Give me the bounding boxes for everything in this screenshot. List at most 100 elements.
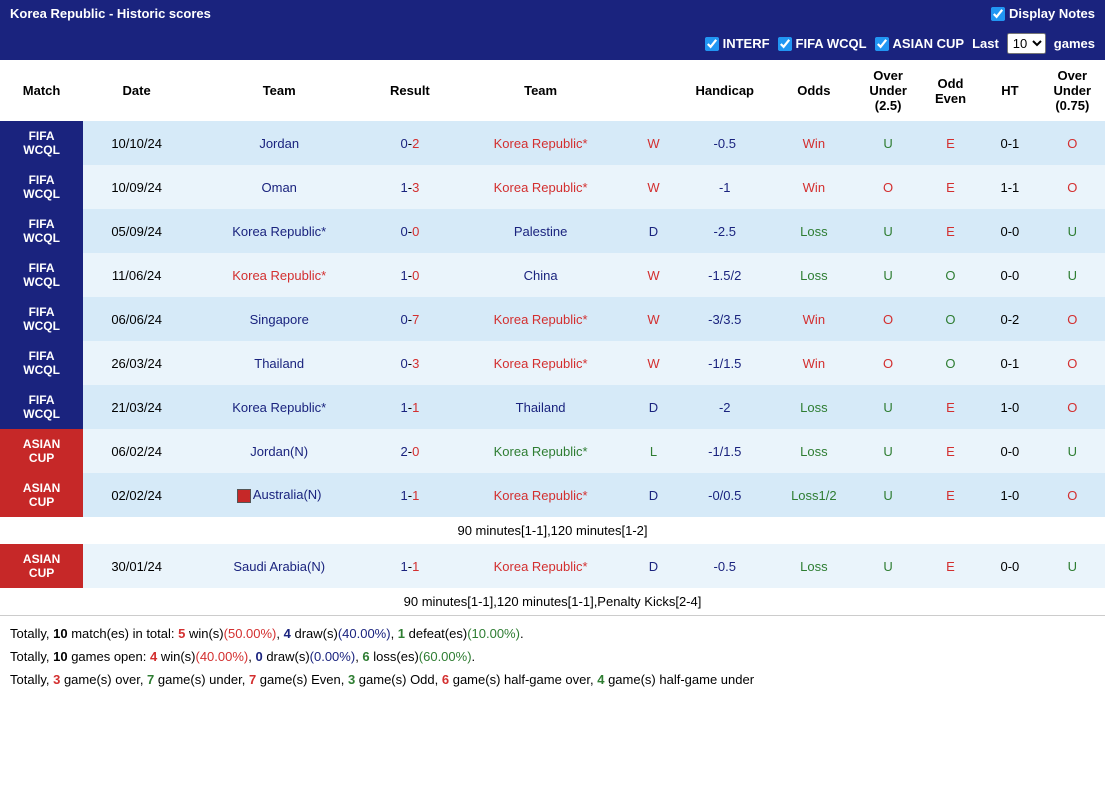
- handicap-cell: -3/3.5: [677, 297, 772, 341]
- match-type-cell: FIFAWCQL: [0, 341, 83, 385]
- note-cell: 90 minutes[1-1],120 minutes[1-1],Penalty…: [0, 588, 1105, 615]
- interf-checkbox[interactable]: [705, 37, 719, 51]
- team2-cell[interactable]: Korea Republic*: [451, 341, 629, 385]
- odds-cell: Loss: [772, 544, 855, 588]
- ou25-cell: O: [855, 341, 920, 385]
- team1-cell[interactable]: Oman: [190, 165, 368, 209]
- filter-asian-cup[interactable]: ASIAN CUP: [875, 36, 965, 51]
- date-cell: 06/02/24: [83, 429, 190, 473]
- team2-cell[interactable]: Korea Republic*: [451, 429, 629, 473]
- match-type-cell: ASIANCUP: [0, 473, 83, 517]
- result-cell: 2-0: [368, 429, 451, 473]
- oe-cell: E: [921, 429, 980, 473]
- team2-cell[interactable]: Korea Republic*: [451, 544, 629, 588]
- result-cell: 1-3: [368, 165, 451, 209]
- note-row: 90 minutes[1-1],120 minutes[1-1],Penalty…: [0, 588, 1105, 615]
- handicap-cell: -0/0.5: [677, 473, 772, 517]
- date-cell: 06/06/24: [83, 297, 190, 341]
- ou25-cell: O: [855, 297, 920, 341]
- flag-icon: [237, 489, 251, 503]
- ou075-cell: U: [1040, 209, 1105, 253]
- ht-cell: 1-0: [980, 385, 1039, 429]
- handicap-cell: -2: [677, 385, 772, 429]
- team1-cell[interactable]: Korea Republic*: [190, 253, 368, 297]
- ou075-cell: U: [1040, 544, 1105, 588]
- ht-cell: 1-0: [980, 473, 1039, 517]
- team1-cell[interactable]: Singapore: [190, 297, 368, 341]
- scores-table: Match Date Team Result Team Handicap Odd…: [0, 60, 1105, 615]
- filter-interf[interactable]: INTERF: [705, 36, 770, 51]
- team1-cell[interactable]: Korea Republic*: [190, 209, 368, 253]
- team1-cell[interactable]: Australia(N): [190, 473, 368, 517]
- ou25-cell: U: [855, 253, 920, 297]
- match-type-cell: ASIANCUP: [0, 429, 83, 473]
- wdl-cell: W: [630, 341, 678, 385]
- wdl-cell: W: [630, 253, 678, 297]
- ou25-cell: U: [855, 429, 920, 473]
- table-header-row: Match Date Team Result Team Handicap Odd…: [0, 60, 1105, 121]
- col-result: Result: [368, 60, 451, 121]
- ou075-cell: O: [1040, 341, 1105, 385]
- team1-cell[interactable]: Jordan(N): [190, 429, 368, 473]
- result-cell: 1-1: [368, 385, 451, 429]
- handicap-cell: -1/1.5: [677, 341, 772, 385]
- wdl-cell: W: [630, 165, 678, 209]
- col-odds: Odds: [772, 60, 855, 121]
- col-over-under-075: OverUnder(0.75): [1040, 60, 1105, 121]
- col-odd-even: OddEven: [921, 60, 980, 121]
- date-cell: 11/06/24: [83, 253, 190, 297]
- oe-cell: E: [921, 544, 980, 588]
- team2-cell[interactable]: Thailand: [451, 385, 629, 429]
- team2-cell[interactable]: Korea Republic*: [451, 121, 629, 165]
- ou25-cell: U: [855, 121, 920, 165]
- asian-cup-checkbox[interactable]: [875, 37, 889, 51]
- match-type-cell: ASIANCUP: [0, 544, 83, 588]
- match-type-cell: FIFAWCQL: [0, 385, 83, 429]
- wdl-cell: W: [630, 121, 678, 165]
- ou075-cell: O: [1040, 297, 1105, 341]
- team2-cell[interactable]: Korea Republic*: [451, 473, 629, 517]
- display-notes-checkbox[interactable]: [991, 7, 1005, 21]
- team1-cell[interactable]: Thailand: [190, 341, 368, 385]
- team2-cell[interactable]: Korea Republic*: [451, 165, 629, 209]
- table-row: FIFAWCQL26/03/24Thailand0-3Korea Republi…: [0, 341, 1105, 385]
- date-cell: 10/09/24: [83, 165, 190, 209]
- team2-cell[interactable]: China: [451, 253, 629, 297]
- col-team2: Team: [451, 60, 629, 121]
- oe-cell: E: [921, 385, 980, 429]
- display-notes-toggle[interactable]: Display Notes: [991, 6, 1095, 21]
- team2-cell[interactable]: Palestine: [451, 209, 629, 253]
- games-label: games: [1054, 36, 1095, 51]
- filter-fifa-wcql[interactable]: FIFA WCQL: [778, 36, 867, 51]
- match-type-cell: FIFAWCQL: [0, 165, 83, 209]
- date-cell: 02/02/24: [83, 473, 190, 517]
- ou075-cell: O: [1040, 473, 1105, 517]
- team2-cell[interactable]: Korea Republic*: [451, 297, 629, 341]
- col-team1: Team: [190, 60, 368, 121]
- result-cell: 1-1: [368, 544, 451, 588]
- wdl-cell: L: [630, 429, 678, 473]
- summary-line-2: Totally, 10 games open: 4 win(s)(40.00%)…: [10, 647, 1095, 668]
- ou25-cell: U: [855, 544, 920, 588]
- oe-cell: O: [921, 297, 980, 341]
- team1-cell[interactable]: Jordan: [190, 121, 368, 165]
- handicap-cell: -1/1.5: [677, 429, 772, 473]
- fifa-wcql-checkbox[interactable]: [778, 37, 792, 51]
- odds-cell: Loss: [772, 253, 855, 297]
- team1-cell[interactable]: Saudi Arabia(N): [190, 544, 368, 588]
- summary-line-3: Totally, 3 game(s) over, 7 game(s) under…: [10, 670, 1095, 691]
- date-cell: 30/01/24: [83, 544, 190, 588]
- table-row: ASIANCUP30/01/24Saudi Arabia(N)1-1Korea …: [0, 544, 1105, 588]
- ht-cell: 0-1: [980, 341, 1039, 385]
- games-count-select[interactable]: 10: [1007, 33, 1046, 54]
- team1-cell[interactable]: Korea Republic*: [190, 385, 368, 429]
- oe-cell: E: [921, 209, 980, 253]
- table-row: ASIANCUP02/02/24Australia(N)1-1Korea Rep…: [0, 473, 1105, 517]
- col-over-under-25: OverUnder(2.5): [855, 60, 920, 121]
- col-wdl: [630, 60, 678, 121]
- match-type-cell: FIFAWCQL: [0, 121, 83, 165]
- col-date: Date: [83, 60, 190, 121]
- handicap-cell: -1.5/2: [677, 253, 772, 297]
- ht-cell: 0-0: [980, 544, 1039, 588]
- odds-cell: Win: [772, 341, 855, 385]
